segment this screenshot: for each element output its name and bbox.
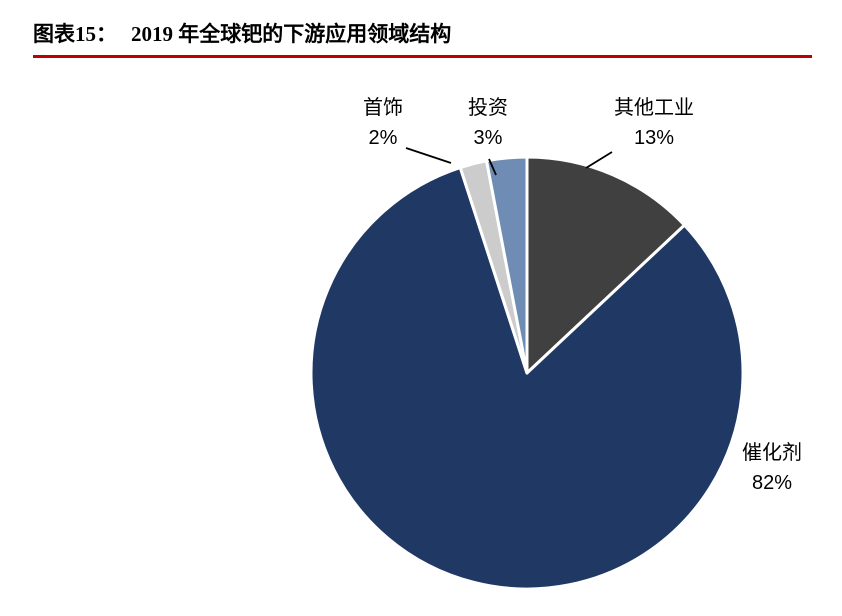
slice-label-jewelry: 首饰 2% bbox=[337, 93, 429, 153]
header-rule bbox=[33, 55, 812, 58]
leader-lines bbox=[405, 147, 613, 176]
slice-name: 催化剂 bbox=[742, 442, 802, 464]
pie-slices bbox=[309, 155, 745, 591]
leader-line-investment bbox=[488, 158, 497, 176]
slice-name: 首饰 bbox=[363, 97, 403, 119]
figure-number-label: 图表15： bbox=[33, 22, 117, 46]
slice-name: 投资 bbox=[468, 97, 508, 119]
pie-slice-investment bbox=[485, 155, 529, 375]
slice-percent: 2% bbox=[368, 127, 398, 149]
slice-label-investment: 投资 3% bbox=[442, 93, 534, 153]
leader-line-other-industry bbox=[585, 151, 613, 169]
slice-label-catalyst: 催化剂 82% bbox=[716, 438, 828, 498]
slice-name: 其他工业 bbox=[614, 97, 694, 119]
slice-percent: 3% bbox=[473, 127, 503, 149]
leader-line-jewelry bbox=[405, 147, 452, 164]
pie-slice-catalyst bbox=[309, 166, 745, 591]
pie-slice-other-industry bbox=[525, 155, 686, 375]
figure-title: 2019 年全球钯的下游应用领域结构 bbox=[131, 22, 452, 46]
slice-percent: 13% bbox=[633, 127, 675, 149]
pie-chart-canvas bbox=[309, 147, 745, 591]
slice-label-other-industry: 其他工业 13% bbox=[596, 93, 712, 153]
slice-percent: 82% bbox=[751, 472, 793, 494]
figure-header: 图表15： 2019 年全球钯的下游应用领域结构 bbox=[33, 18, 812, 48]
pie-chart: 首饰 2% 投资 3% 其他工业 13% 催化剂 82% bbox=[0, 60, 842, 616]
